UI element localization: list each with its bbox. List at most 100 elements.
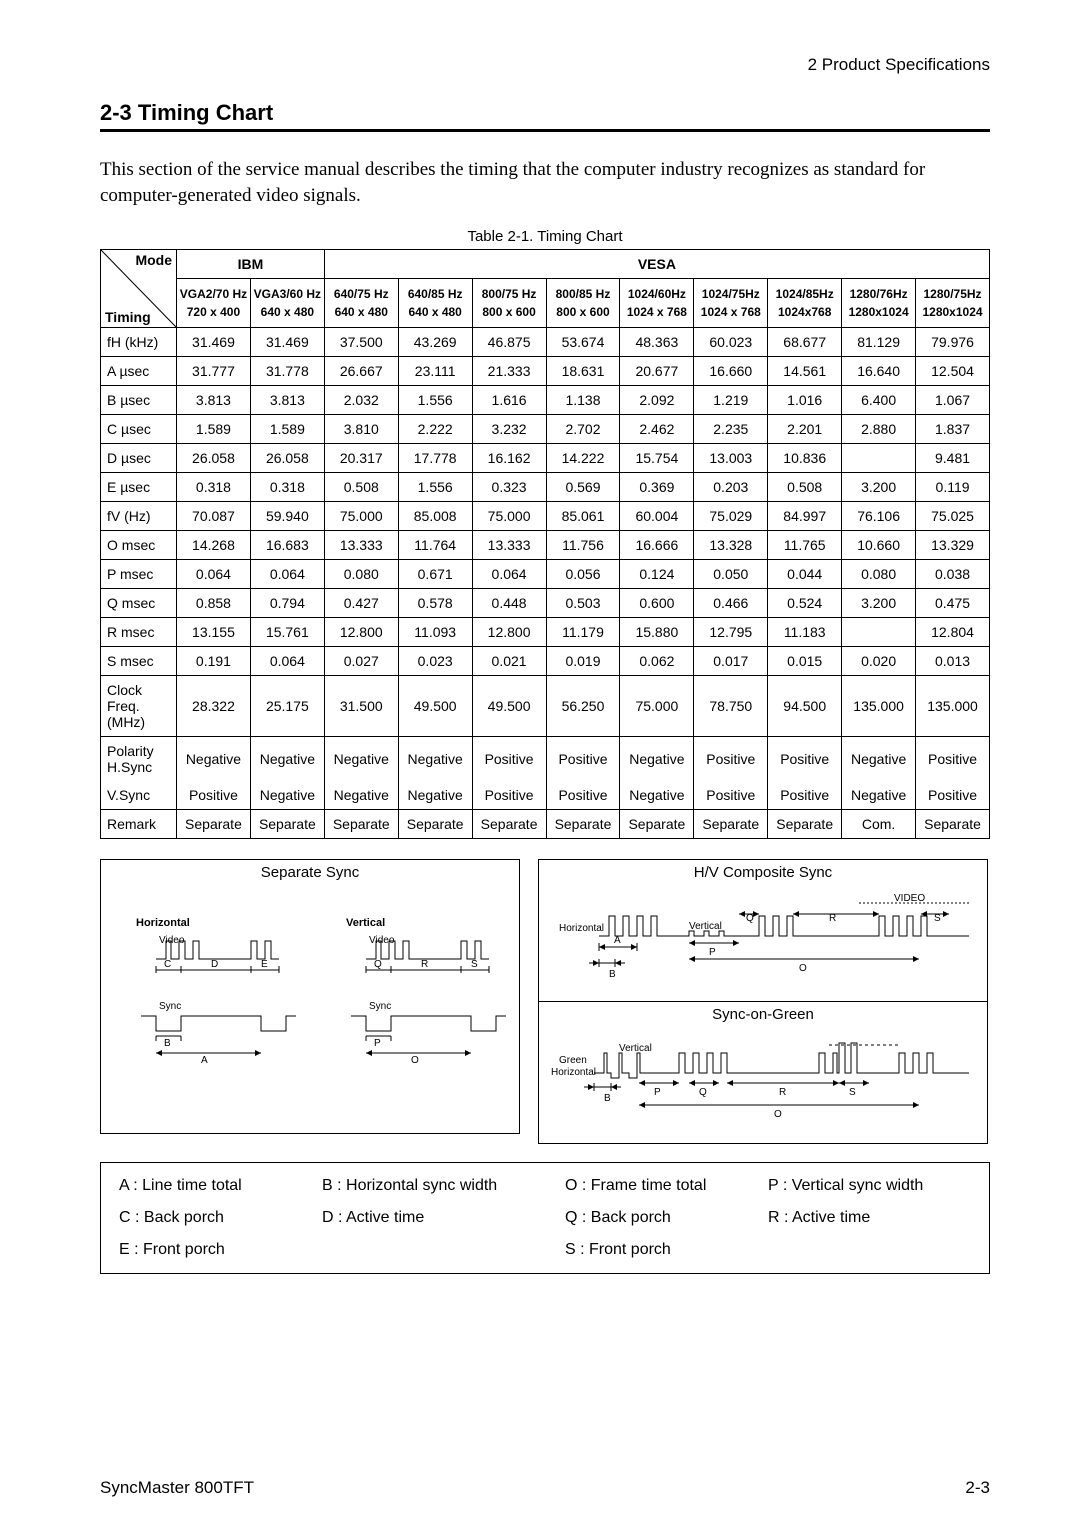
data-cell: 12.804 xyxy=(916,618,990,647)
data-cell: 53.674 xyxy=(546,328,620,357)
data-cell: 11.179 xyxy=(546,618,620,647)
legend-row: E : Front porch xyxy=(119,1241,525,1259)
data-cell: Negative xyxy=(250,737,324,782)
data-cell: 49.500 xyxy=(472,676,546,737)
data-cell: 0.448 xyxy=(472,589,546,618)
svg-text:P: P xyxy=(709,947,716,958)
data-cell: 16.660 xyxy=(694,357,768,386)
data-cell: 13.329 xyxy=(916,531,990,560)
svg-text:S: S xyxy=(849,1087,856,1098)
data-cell: 26.058 xyxy=(250,444,324,473)
data-cell: 68.677 xyxy=(768,328,842,357)
corner-mode-label: Mode xyxy=(135,252,172,268)
svg-text:O: O xyxy=(799,963,807,974)
data-cell: 0.080 xyxy=(324,560,398,589)
diagram-title: Separate Sync xyxy=(101,860,519,881)
svg-text:B: B xyxy=(164,1038,171,1049)
data-cell: 0.027 xyxy=(324,647,398,676)
row-label: P msec xyxy=(101,560,177,589)
data-cell: 0.318 xyxy=(250,473,324,502)
row-label: R msec xyxy=(101,618,177,647)
data-cell: 11.183 xyxy=(768,618,842,647)
svg-text:R: R xyxy=(829,913,836,924)
table-row: R msec13.15515.76112.80011.09312.80011.1… xyxy=(101,618,990,647)
data-cell: 26.667 xyxy=(324,357,398,386)
svg-text:A: A xyxy=(201,1055,208,1066)
data-cell: Negative xyxy=(398,737,472,782)
data-cell: 0.044 xyxy=(768,560,842,589)
table-row: PolarityH.SyncNegativeNegativeNegativeNe… xyxy=(101,737,990,782)
data-cell: 3.200 xyxy=(842,589,916,618)
svg-text:S: S xyxy=(934,913,941,924)
data-cell: 12.795 xyxy=(694,618,768,647)
row-label: PolarityH.Sync xyxy=(101,737,177,782)
data-cell: 10.660 xyxy=(842,531,916,560)
data-cell: 75.000 xyxy=(472,502,546,531)
row-label: B µsec xyxy=(101,386,177,415)
data-cell: 0.858 xyxy=(177,589,251,618)
legend-cell xyxy=(322,1241,525,1259)
column-mode-header: 1280/76Hz1280x1024 xyxy=(842,279,916,328)
data-cell: Positive xyxy=(916,781,990,810)
data-cell: 2.235 xyxy=(694,415,768,444)
svg-text:Q: Q xyxy=(374,959,382,970)
data-cell: 31.778 xyxy=(250,357,324,386)
table-row: S msec0.1910.0640.0270.0230.0210.0190.06… xyxy=(101,647,990,676)
svg-text:Vertical: Vertical xyxy=(346,917,385,929)
data-cell: 11.765 xyxy=(768,531,842,560)
row-label: fV (Hz) xyxy=(101,502,177,531)
data-cell: 14.561 xyxy=(768,357,842,386)
svg-text:O: O xyxy=(774,1109,782,1120)
data-cell: 31.469 xyxy=(177,328,251,357)
data-cell: 81.129 xyxy=(842,328,916,357)
legend-row: S : Front porch xyxy=(565,1241,971,1259)
data-cell: Positive xyxy=(768,737,842,782)
data-cell: 2.462 xyxy=(620,415,694,444)
timing-table: Mode Timing IBM VESA VGA2/70 Hz720 x 400… xyxy=(100,249,990,839)
data-cell: 75.000 xyxy=(324,502,398,531)
row-label: O msec xyxy=(101,531,177,560)
corner-cell: Mode Timing xyxy=(101,250,177,328)
data-cell: 23.111 xyxy=(398,357,472,386)
svg-text:Q: Q xyxy=(699,1087,707,1098)
data-cell: 16.683 xyxy=(250,531,324,560)
data-cell: 13.333 xyxy=(472,531,546,560)
data-cell: 16.666 xyxy=(620,531,694,560)
data-cell: Negative xyxy=(250,781,324,810)
data-cell: Negative xyxy=(324,781,398,810)
table-row: C µsec1.5891.5893.8102.2223.2322.7022.46… xyxy=(101,415,990,444)
data-cell: 18.631 xyxy=(546,357,620,386)
data-cell: 15.761 xyxy=(250,618,324,647)
data-cell: Positive xyxy=(546,781,620,810)
data-cell: 76.106 xyxy=(842,502,916,531)
diagram-title: Sync-on-Green xyxy=(539,1002,987,1023)
table-row: P msec0.0640.0640.0800.6710.0640.0560.12… xyxy=(101,560,990,589)
data-cell: Negative xyxy=(842,737,916,782)
data-cell: 0.064 xyxy=(177,560,251,589)
data-cell: 1.556 xyxy=(398,473,472,502)
legend-cell: S : Front porch xyxy=(565,1241,768,1259)
data-cell: 84.997 xyxy=(768,502,842,531)
svg-text:Vertical: Vertical xyxy=(619,1043,652,1054)
footer-left: SyncMaster 800TFT xyxy=(100,1478,254,1498)
data-cell xyxy=(842,618,916,647)
legend-cell xyxy=(768,1241,971,1259)
data-cell: 0.466 xyxy=(694,589,768,618)
data-cell: 12.504 xyxy=(916,357,990,386)
data-cell: 0.050 xyxy=(694,560,768,589)
svg-text:R: R xyxy=(421,959,428,970)
diagrams-row: Separate Sync Horizontal Video C D E Syn… xyxy=(100,859,990,1144)
data-cell: 0.019 xyxy=(546,647,620,676)
data-cell: 0.023 xyxy=(398,647,472,676)
data-cell: 16.162 xyxy=(472,444,546,473)
data-cell: Separate xyxy=(916,810,990,839)
data-cell: Separate xyxy=(620,810,694,839)
data-cell: 60.004 xyxy=(620,502,694,531)
data-cell: 0.056 xyxy=(546,560,620,589)
data-cell: 11.764 xyxy=(398,531,472,560)
table-row: O msec14.26816.68313.33311.76413.33311.7… xyxy=(101,531,990,560)
svg-text:D: D xyxy=(211,959,218,970)
data-cell: 0.064 xyxy=(250,647,324,676)
table-row: Q msec0.8580.7940.4270.5780.4480.5030.60… xyxy=(101,589,990,618)
data-cell: 0.600 xyxy=(620,589,694,618)
